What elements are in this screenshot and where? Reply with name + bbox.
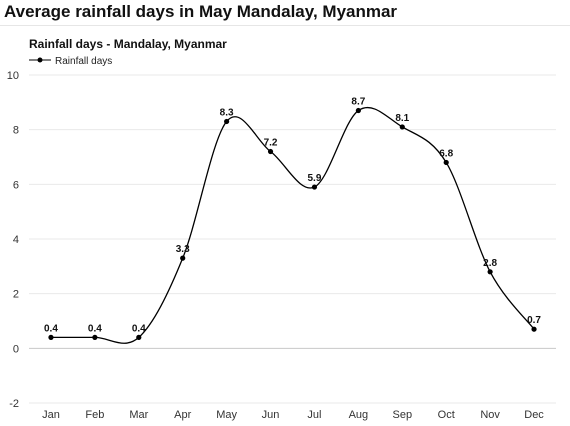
data-point — [487, 269, 493, 275]
x-tick-label: Aug — [349, 409, 369, 421]
data-point — [443, 159, 449, 166]
chart-title: Rainfall days - Mandalay, Myanmar — [29, 37, 227, 51]
x-tick-label: Jan — [42, 409, 60, 421]
data-point — [531, 326, 537, 332]
x-tick-label: Feb — [85, 409, 104, 421]
data-point — [355, 107, 361, 114]
x-tick-label: May — [216, 409, 237, 421]
y-tick-label: 4 — [13, 234, 19, 246]
data-point — [136, 334, 142, 340]
data-label: 3.3 — [176, 244, 190, 255]
data-label: 0.7 — [527, 315, 541, 326]
data-point — [180, 255, 186, 261]
legend-marker-icon — [37, 57, 43, 63]
grid — [29, 74, 556, 404]
x-tick-label: Dec — [524, 409, 544, 421]
x-tick-label: Oct — [438, 409, 455, 421]
y-tick-label: -2 — [9, 398, 19, 410]
x-tick-label: Sep — [393, 409, 413, 421]
y-tick-label: 8 — [13, 125, 19, 137]
data-label: 5.9 — [308, 173, 322, 184]
y-axis: -2 0 2 4 6 8 10 — [7, 70, 19, 410]
data-label: 7.2 — [264, 138, 278, 149]
data-point — [224, 118, 230, 125]
data-label: 2.8 — [483, 258, 497, 269]
data-label: 8.3 — [220, 107, 234, 118]
data-point — [92, 334, 98, 340]
data-labels: 0.4 0.4 0.4 3.3 8.3 7.2 5.9 8.7 8.1 6.8 2.8 0.7 — [44, 97, 541, 335]
x-tick-label: Apr — [174, 409, 191, 421]
series-line — [50, 107, 535, 344]
data-point — [311, 184, 318, 190]
x-tick-label: Mar — [129, 409, 148, 421]
data-point — [267, 148, 274, 155]
x-tick-label: Jul — [307, 409, 321, 421]
y-tick-label: 0 — [13, 343, 19, 355]
legend: Rainfall days — [29, 56, 112, 67]
y-tick-label: 10 — [7, 70, 19, 82]
y-tick-label: 6 — [13, 179, 19, 191]
data-label: 8.7 — [351, 97, 365, 108]
legend-label: Rainfall days — [55, 56, 112, 67]
x-tick-label: Jun — [262, 409, 280, 421]
data-label: 8.1 — [395, 113, 409, 124]
data-point — [48, 334, 54, 340]
data-label: 6.8 — [439, 148, 453, 159]
series — [48, 107, 537, 344]
y-tick-label: 2 — [13, 289, 19, 301]
data-point — [399, 124, 405, 130]
data-label: 0.4 — [44, 323, 58, 334]
data-label: 0.4 — [88, 323, 102, 334]
x-tick-label: Nov — [480, 409, 500, 421]
title-divider — [0, 25, 570, 26]
data-label: 0.4 — [132, 323, 146, 334]
page-title: Average rainfall days in May Mandalay, M… — [4, 2, 398, 21]
x-axis: Jan Feb Mar Apr May Jun Jul Aug Sep Oct Nov Dec — [42, 409, 544, 421]
